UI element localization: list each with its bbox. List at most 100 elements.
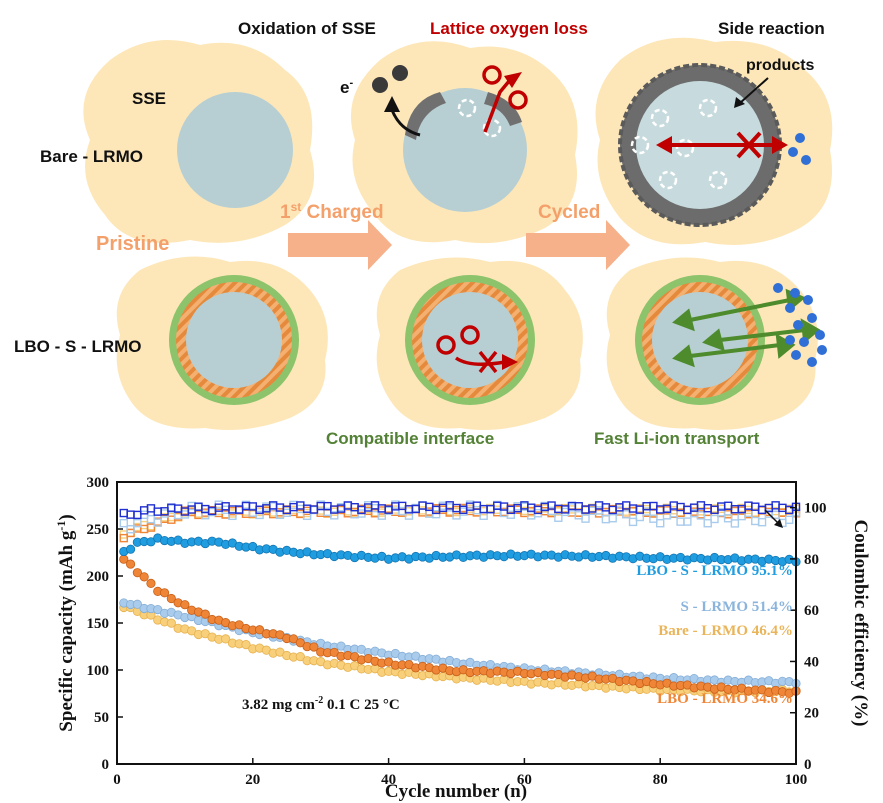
ce-point (404, 511, 414, 520)
electron-arrow (390, 109, 421, 137)
y-tick-label: 250 (87, 522, 110, 538)
x-axis-label: Cycle number (n) (385, 781, 527, 802)
ce-point (302, 511, 312, 521)
process-arrow-cycle (526, 220, 630, 270)
label-sse: SSE (132, 89, 166, 108)
process-arrow-charge (288, 220, 392, 270)
capacity-point (288, 634, 299, 644)
ce-point (669, 501, 678, 510)
ce-point (683, 505, 692, 514)
capacity-point (125, 559, 136, 569)
ce-point (139, 510, 149, 520)
ce-point (628, 517, 638, 527)
ce-point (757, 517, 767, 527)
products-pointer-head (734, 97, 745, 108)
y2-tick-label: 40 (804, 654, 819, 670)
ce-point (119, 518, 128, 528)
ce-point (601, 503, 611, 512)
ce-point (635, 512, 645, 522)
ce-point (126, 525, 135, 534)
ce-point (289, 502, 298, 512)
y2-tick-label: 100 (804, 501, 827, 517)
lbo-coated-particle-cycled (635, 275, 765, 405)
oxygen-loss-icon (482, 65, 528, 133)
ce-point (472, 505, 482, 515)
lbo-coated-particle-charged (405, 275, 535, 405)
y-tick-label: 100 (87, 663, 110, 679)
label-first-charged: 1st Charged (280, 200, 384, 223)
label-products: products (746, 57, 815, 74)
ce-point (146, 504, 156, 513)
y-tick-label: 50 (94, 710, 109, 726)
x-tick-label: 100 (785, 772, 808, 788)
capacity-point (254, 625, 265, 635)
ce-point (418, 506, 427, 515)
lbo-coated-particle-pristine (169, 275, 299, 405)
ce-point (139, 506, 149, 515)
ce-point (418, 501, 427, 510)
x-tick-label: 40 (381, 772, 396, 788)
ce-point (221, 510, 230, 519)
cycling-chart: 0 20 40 60 80 1000501001502002503000204060801… (54, 475, 871, 802)
capacity-point (241, 640, 251, 650)
ce-point (696, 511, 706, 520)
label-compatible-interface: Compatible interface (326, 429, 494, 448)
label-lbo-s-lrmo: LBO - S - LRMO (14, 337, 141, 356)
ce-point (418, 508, 427, 517)
ce-point (479, 506, 488, 516)
ce-point (669, 509, 678, 518)
ce-point (404, 507, 414, 516)
ce-point (343, 509, 353, 518)
products-pointer (739, 77, 769, 104)
ce-indicator-arrow-head (774, 519, 783, 528)
ce-point (146, 514, 156, 524)
label-electron: e- (340, 77, 353, 97)
ce-point (785, 515, 794, 525)
ce-point (255, 510, 264, 520)
ce-point (751, 516, 760, 526)
capacity-point (309, 642, 319, 652)
ce-point (133, 518, 142, 528)
ce-point (302, 504, 312, 513)
label-pristine: Pristine (96, 233, 169, 255)
x-tick-label: 60 (517, 772, 532, 788)
capacity-point (295, 652, 305, 662)
ce-point (594, 501, 604, 510)
series-label: LBO - S - LRMO 95.1% (636, 563, 793, 579)
electron-dot (392, 65, 408, 81)
ce-point (778, 503, 787, 513)
ce-point (370, 501, 380, 510)
bare-lrmo-particle-charged (403, 88, 527, 212)
ce-point (289, 507, 298, 517)
ce-point (771, 510, 780, 519)
ce-point (167, 512, 176, 522)
ce-point (302, 508, 312, 518)
ce-point (153, 518, 162, 527)
ce-point (126, 510, 135, 519)
ce-point (465, 502, 475, 511)
ce-point (146, 523, 156, 532)
ce-point (377, 504, 387, 513)
ce-point (330, 511, 339, 520)
x-tick-label: 0 (113, 772, 121, 788)
ce-point (622, 510, 631, 519)
ce-point (438, 503, 448, 513)
ce-point (397, 508, 407, 518)
oxidized-sse-patch (484, 92, 522, 126)
ce-point (289, 505, 298, 515)
oxygen-blocked-arrow-head (502, 354, 518, 370)
y2-axis-label: Coulombic efficiency (%) (850, 520, 871, 727)
label-oxidation-of-sse: Oxidation of SSE (238, 19, 376, 38)
label-bare-lrmo: Bare - LRMO (40, 147, 143, 166)
label-lattice-oxygen-loss: Lattice oxygen loss (430, 19, 588, 38)
capacity-point (200, 609, 210, 619)
oxidized-sse-patch (405, 92, 446, 140)
capacity-point (295, 638, 305, 648)
ce-point (506, 510, 516, 519)
ce-point (241, 509, 251, 518)
y-tick-label: 300 (87, 475, 110, 491)
y2-tick-label: 0 (804, 757, 812, 773)
ce-point (431, 509, 441, 519)
y-tick-label: 150 (87, 616, 110, 632)
li-ion-dots-fast (773, 283, 827, 367)
